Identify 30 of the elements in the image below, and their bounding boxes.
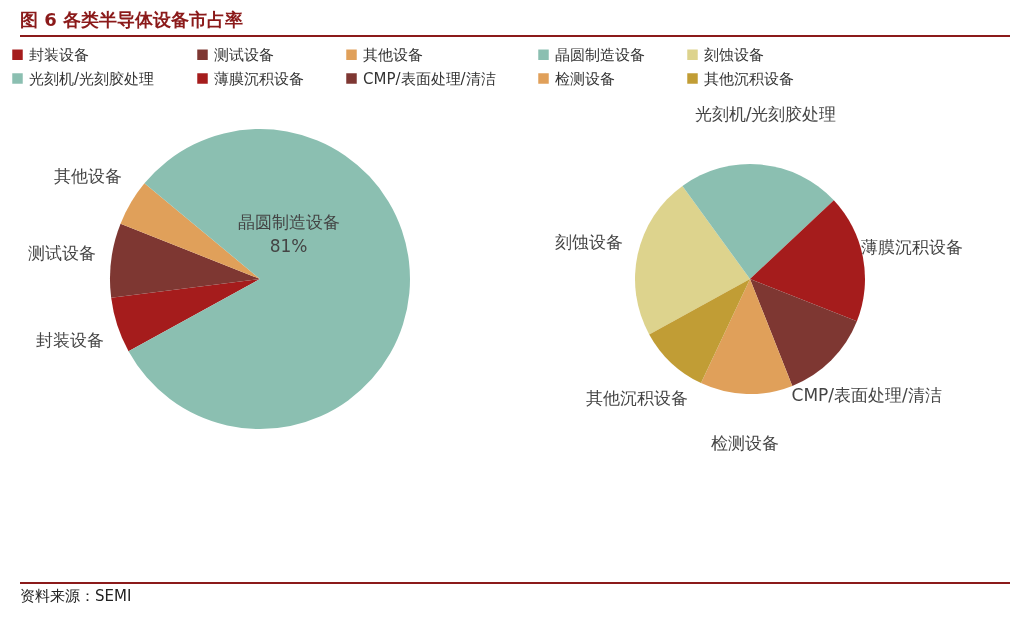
slice-label: 封装设备 [35, 329, 104, 350]
slice-label: 检测设备 [710, 432, 779, 453]
legend-label: 刻蚀设备 [704, 45, 764, 64]
pie-slice [128, 129, 410, 429]
pie-slice [111, 279, 260, 352]
pie-slice [682, 164, 834, 279]
text: 资料来源：SEMI [20, 582, 1010, 606]
pie-slice [750, 279, 857, 386]
legend-label: 其他沉积设备 [704, 69, 794, 88]
category-label: CMP/表面处理/清洁 [363, 69, 496, 88]
slice-label: 测试设备 [27, 242, 96, 263]
data-label: 81% [269, 235, 308, 256]
slice-label: 其他设备 [53, 166, 122, 187]
category-label: 光刻机/光刻胶处理 [29, 69, 155, 88]
legend-label: 晶圆制造设备 [555, 45, 645, 64]
pie-slice [635, 185, 750, 335]
category-label: 检测设备 [555, 69, 615, 88]
slice-label: 薄膜沉积设备 [861, 237, 964, 258]
legend-label: 测试设备 [214, 45, 274, 64]
slice-label: CMP/表面处理/清洁 [791, 384, 942, 405]
slice-label: 刻蚀设备 [554, 231, 623, 252]
slice-label: 光刻机/光刻胶处理 [694, 103, 837, 124]
legend-label: 其他设备 [363, 45, 423, 64]
legend-label: 封装设备 [29, 45, 89, 64]
slice-label: 晶圆制造设备 [237, 211, 340, 232]
chart-title: 图 6 各类半导体设备市占率 [20, 8, 1010, 37]
pie-slice [701, 279, 793, 394]
category-label: 薄膜沉积设备 [214, 69, 304, 88]
slice-label: 其他沉积设备 [586, 388, 689, 409]
pie-slice [649, 279, 750, 384]
